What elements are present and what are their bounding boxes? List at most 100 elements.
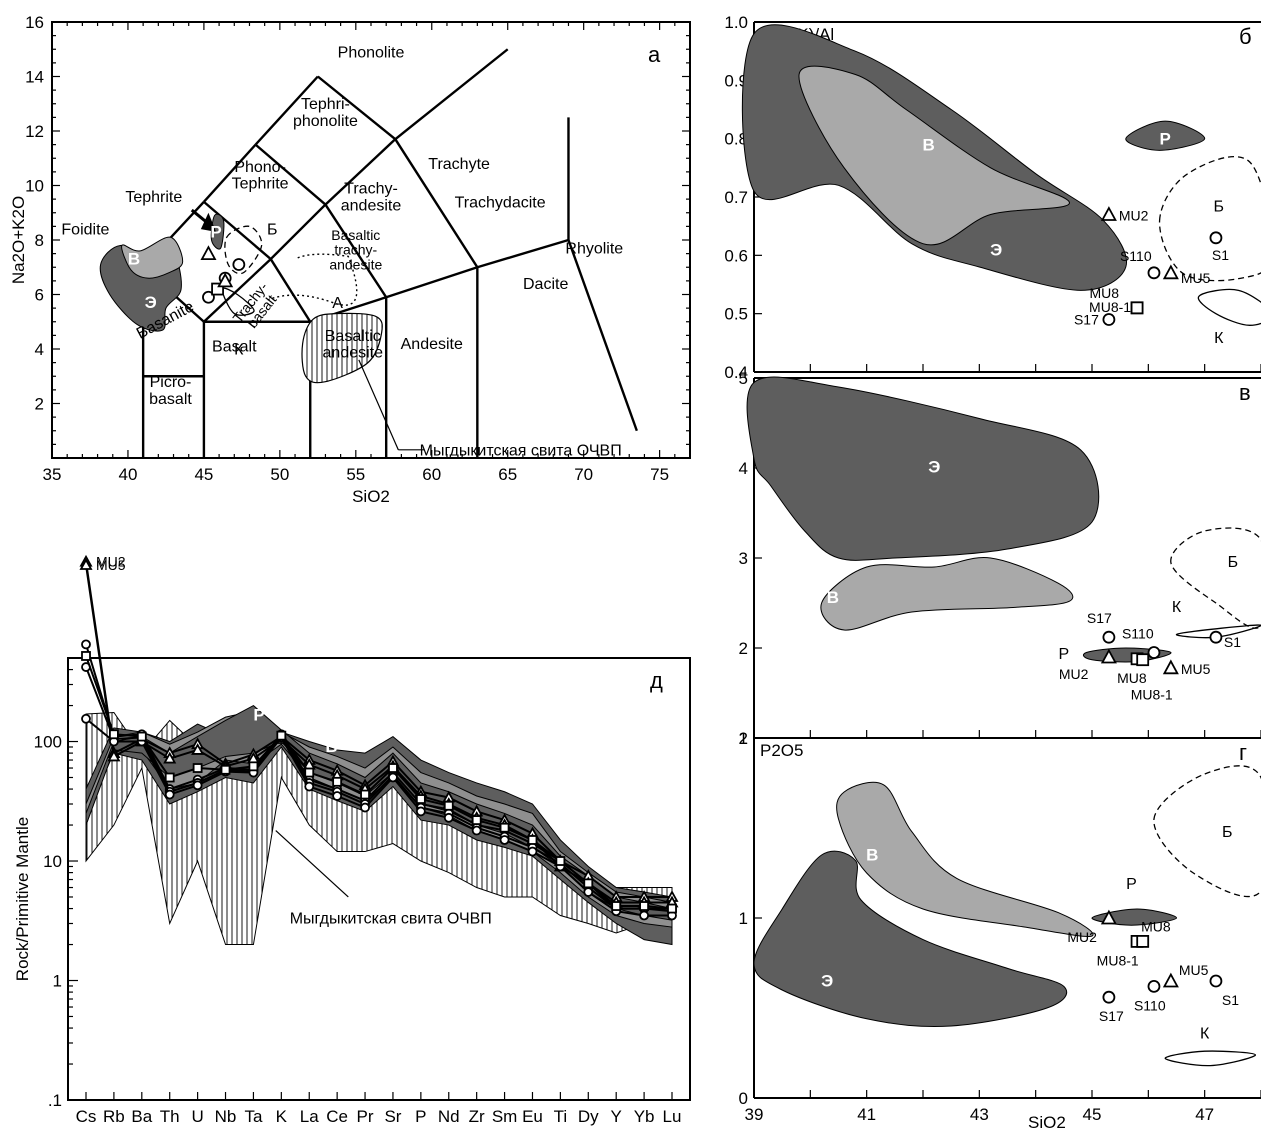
y-axis-label: Rock/Primitive Mantle bbox=[13, 817, 32, 981]
series-marker bbox=[332, 776, 343, 787]
x-tick-label: Ce bbox=[326, 1107, 348, 1126]
series-marker bbox=[248, 761, 259, 772]
sample-marker bbox=[200, 245, 217, 261]
series-marker bbox=[639, 901, 649, 911]
group-Р-field bbox=[1125, 120, 1206, 151]
tas-field-boundary bbox=[394, 48, 509, 141]
x-tick-label: Sm bbox=[492, 1107, 518, 1126]
y-tick-label: 0.5 bbox=[724, 305, 748, 324]
x-tick-label: 65 bbox=[498, 465, 517, 484]
x-tick-label: 50 bbox=[270, 465, 289, 484]
series-marker bbox=[415, 806, 426, 817]
group-К-field bbox=[1175, 624, 1261, 639]
series-marker bbox=[109, 729, 119, 740]
group-label: В bbox=[325, 737, 337, 756]
y-tick-label: 2 bbox=[35, 395, 44, 414]
tas-field-label: Rhyolite bbox=[565, 241, 623, 258]
x-tick-label: Nd bbox=[438, 1107, 460, 1126]
y-tick-label: 1 bbox=[739, 909, 748, 928]
tas-field-label: Phonolite bbox=[338, 44, 405, 61]
group-label: Б bbox=[1222, 824, 1233, 841]
group-К-field bbox=[1197, 288, 1261, 326]
group-label: К bbox=[1200, 1026, 1210, 1043]
sample-marker-MU2 bbox=[1100, 909, 1117, 925]
x-tick-label: Nb bbox=[215, 1107, 237, 1126]
group-label: Э bbox=[990, 240, 1002, 259]
group-label: Р bbox=[1058, 646, 1069, 663]
tas-field-boundary bbox=[269, 203, 327, 260]
sample-marker-MU5 bbox=[1162, 659, 1179, 675]
y-tick-label: 14 bbox=[25, 68, 44, 87]
panel-letter: а bbox=[648, 42, 661, 67]
sample-label: MU8-1 bbox=[1131, 687, 1173, 703]
series-line bbox=[85, 666, 673, 913]
series-label: MU5 bbox=[96, 557, 126, 573]
x-tick-label: 43 bbox=[970, 1105, 989, 1124]
group-label: Б bbox=[267, 222, 278, 239]
x-axis-label: SiO2 bbox=[1028, 1113, 1066, 1130]
x-tick-label: 40 bbox=[118, 465, 137, 484]
series-marker bbox=[443, 812, 454, 823]
series-marker bbox=[332, 791, 343, 801]
sample-marker-S1 bbox=[1209, 974, 1223, 988]
x-tick-label: Ba bbox=[131, 1107, 152, 1126]
tas-field-boundary bbox=[203, 200, 272, 260]
tas-field-boundary bbox=[254, 143, 327, 206]
group-label: Э bbox=[145, 293, 157, 312]
x-tick-label: U bbox=[191, 1107, 203, 1126]
series-marker bbox=[443, 800, 454, 811]
group-В-field bbox=[121, 236, 184, 279]
tas-field-boundary bbox=[476, 238, 569, 269]
group-Б-field bbox=[224, 225, 263, 275]
sample-label: MU2 bbox=[1067, 929, 1097, 945]
series-marker bbox=[415, 794, 426, 804]
sample-marker-MU5 bbox=[1162, 972, 1179, 988]
annotation-text: Мыгдыкитская свита ОЧВП bbox=[290, 910, 492, 927]
y-tick-label: 2 bbox=[739, 729, 748, 748]
sample-label: S110 bbox=[1120, 248, 1152, 264]
series-marker bbox=[192, 780, 203, 791]
group-label: В bbox=[866, 845, 878, 864]
y-tick-label: 3 bbox=[739, 549, 748, 568]
series-marker bbox=[388, 763, 398, 773]
sample-marker-S17 bbox=[1102, 630, 1116, 644]
mygdykit-field bbox=[301, 312, 383, 384]
panel-b: 0.40.50.60.70.80.91.0(Na+K)/AlбВЭРБКMU2M… bbox=[724, 13, 1261, 382]
annotation-text: Мыгдыкитская свита ОЧВП bbox=[420, 442, 622, 459]
tas-field-label: Foidite bbox=[61, 222, 109, 239]
tas-field-boundary bbox=[324, 138, 397, 206]
x-tick-label: 70 bbox=[574, 465, 593, 484]
tephrite-arrowhead bbox=[200, 212, 217, 232]
tas-field-label: Basaltic trachy-andesite bbox=[329, 227, 382, 272]
y-tick-label: 4 bbox=[739, 459, 748, 478]
x-tick-label: Sr bbox=[384, 1107, 401, 1126]
sample-label: MU5 bbox=[1181, 270, 1211, 286]
group-Б-field bbox=[1153, 765, 1261, 898]
sample-marker-S110 bbox=[1147, 266, 1161, 280]
y-tick-label: 12 bbox=[25, 122, 44, 141]
tas-field-label: Tephri-phonolite bbox=[293, 96, 358, 130]
group-label: К bbox=[1172, 599, 1182, 616]
group-label: К bbox=[234, 341, 244, 358]
sample-label: MU8-1 bbox=[1089, 299, 1131, 315]
sample-marker-MU5 bbox=[1162, 264, 1179, 280]
group-label: Э bbox=[928, 458, 940, 477]
x-tick-label: Dy bbox=[578, 1107, 599, 1126]
group-label: Р bbox=[210, 222, 221, 241]
x-tick-label: 35 bbox=[43, 465, 62, 484]
tas-field-label: Basalt bbox=[212, 339, 257, 356]
sample-marker-MU8-1 bbox=[1136, 935, 1150, 948]
panel-letter: г bbox=[1239, 740, 1247, 765]
y-tick-label: 0.8 bbox=[724, 130, 748, 149]
group-К-field bbox=[221, 287, 255, 316]
sample-label: S17 bbox=[1074, 312, 1099, 328]
group-В-field bbox=[798, 65, 1070, 246]
annotation-leader bbox=[275, 830, 349, 898]
y-tick-label: 1 bbox=[739, 729, 748, 748]
panel-letter: б bbox=[1239, 24, 1252, 49]
tas-field-boundary bbox=[269, 258, 312, 323]
panel-letter: д bbox=[650, 668, 663, 693]
sample-label: S17 bbox=[1099, 1008, 1124, 1024]
group-label: Б bbox=[1214, 199, 1225, 216]
y-tick-label: 10 bbox=[43, 852, 62, 871]
